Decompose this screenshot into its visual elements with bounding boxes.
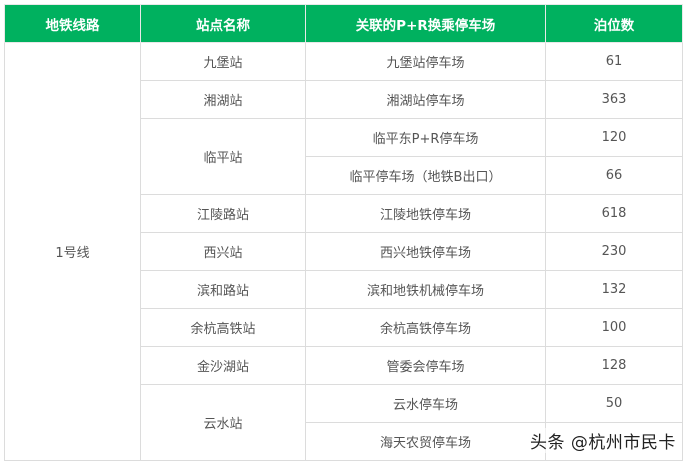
spaces-cell: 100	[545, 308, 683, 347]
lot-cell: 临平东P+R停车场	[305, 118, 546, 157]
lot-cell: 西兴地铁停车场	[305, 232, 546, 271]
station-cell: 九堡站	[140, 42, 306, 81]
spaces-cell: 50	[545, 384, 683, 423]
spaces-cell: 618	[545, 194, 683, 233]
lot-cell: 滨和地铁机械停车场	[305, 270, 546, 309]
lot-cell: 管委会停车场	[305, 346, 546, 385]
lot-cell: 海天农贸停车场	[305, 422, 546, 461]
spaces-cell: 120	[545, 118, 683, 157]
station-cell: 余杭高铁站	[140, 308, 306, 347]
line-cell: 1号线	[4, 42, 141, 461]
spaces-cell: 363	[545, 80, 683, 119]
table-row: 西兴站 西兴地铁停车场 230	[5, 232, 683, 271]
table-row: 临平停车场（地铁B出口） 66	[5, 156, 683, 195]
station-cell: 湘湖站	[140, 80, 306, 119]
header-row: 地铁线路 站点名称 关联的P+R换乘停车场 泊位数	[4, 4, 683, 43]
spaces-cell: 132	[545, 270, 683, 309]
col-header-lot: 关联的P+R换乘停车场	[305, 4, 546, 43]
spaces-cell: 61	[545, 42, 683, 81]
table-row: 余杭高铁站 余杭高铁停车场 100	[5, 308, 683, 347]
spaces-cell: 66	[545, 156, 683, 195]
col-header-line: 地铁线路	[4, 4, 141, 43]
col-header-station: 站点名称	[140, 4, 306, 43]
table-row: 1号线 九堡站 九堡站停车场 61	[4, 42, 683, 461]
lot-cell: 临平停车场（地铁B出口）	[305, 156, 546, 195]
table-row: 云水站 云水停车场 50	[5, 384, 683, 461]
station-cell: 金沙湖站	[140, 346, 306, 385]
lot-cell: 九堡站停车场	[305, 42, 546, 81]
parking-table: 地铁线路 站点名称 关联的P+R换乘停车场 泊位数 1号线 九堡站 九堡站停车场 61…	[4, 4, 683, 461]
lot-cell: 云水停车场	[305, 384, 546, 423]
lot-cell: 江陵地铁停车场	[305, 194, 546, 233]
table-row: 金沙湖站 管委会停车场 128	[5, 346, 683, 385]
station-cell: 江陵路站	[140, 194, 306, 233]
table-row: 江陵路站 江陵地铁停车场 618	[5, 194, 683, 233]
table-row: 湘湖站 湘湖站停车场 363	[5, 80, 683, 119]
spaces-cell: 230	[545, 232, 683, 271]
col-header-spaces: 泊位数	[545, 4, 683, 43]
table-row: 滨和路站 滨和地铁机械停车场 132	[5, 270, 683, 309]
lot-cell: 余杭高铁停车场	[305, 308, 546, 347]
table-row: 临平站 临平东P+R停车场 120	[5, 118, 683, 195]
watermark: 头条 @杭州市民卡	[530, 428, 676, 453]
spaces-cell: 128	[545, 346, 683, 385]
lot-cell: 湘湖站停车场	[305, 80, 546, 119]
station-cell: 西兴站	[140, 232, 306, 271]
station-cell: 云水站	[140, 384, 306, 461]
station-cell: 滨和路站	[140, 270, 306, 309]
station-cell: 临平站	[140, 118, 306, 195]
